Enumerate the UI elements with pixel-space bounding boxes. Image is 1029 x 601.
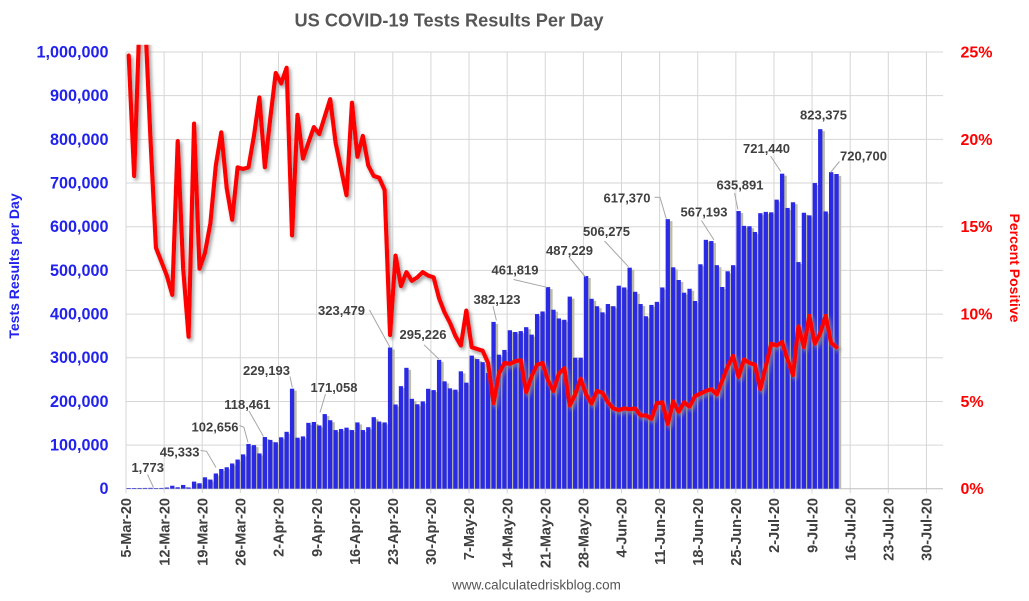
svg-text:25%: 25%	[961, 44, 993, 61]
svg-text:9-Jul-20: 9-Jul-20	[805, 498, 821, 553]
svg-text:1,773: 1,773	[131, 460, 164, 475]
svg-text:567,193: 567,193	[681, 205, 728, 220]
svg-text:16-Apr-20: 16-Apr-20	[348, 498, 364, 565]
svg-text:0: 0	[99, 480, 108, 498]
svg-text:100,000: 100,000	[50, 437, 109, 455]
svg-text:5%: 5%	[961, 394, 984, 411]
svg-text:382,123: 382,123	[474, 292, 521, 307]
svg-text:295,226: 295,226	[400, 327, 447, 342]
svg-text:721,440: 721,440	[743, 141, 790, 156]
svg-text:323,479: 323,479	[318, 303, 365, 318]
svg-text:US COVID-19 Tests Results Per: US COVID-19 Tests Results Per Day	[295, 11, 605, 31]
svg-text:4-Jun-20: 4-Jun-20	[615, 498, 631, 558]
svg-text:500,000: 500,000	[50, 262, 109, 280]
svg-text:823,375: 823,375	[800, 108, 847, 123]
svg-text:14-May-20: 14-May-20	[500, 498, 516, 568]
svg-text:2-Apr-20: 2-Apr-20	[272, 498, 288, 557]
svg-text:18-Jun-20: 18-Jun-20	[691, 498, 707, 566]
svg-text:Percent Positive: Percent Positive	[1007, 214, 1023, 323]
svg-text:23-Apr-20: 23-Apr-20	[386, 498, 402, 565]
svg-text:200,000: 200,000	[50, 393, 109, 411]
svg-text:635,891: 635,891	[717, 178, 764, 193]
svg-text:617,370: 617,370	[604, 191, 651, 206]
svg-text:118,461: 118,461	[224, 397, 270, 412]
svg-text:2-Jul-20: 2-Jul-20	[767, 498, 783, 553]
svg-text:45,333: 45,333	[160, 445, 200, 460]
svg-text:28-May-20: 28-May-20	[577, 498, 593, 568]
svg-text:16-Jul-20: 16-Jul-20	[843, 498, 859, 561]
svg-text:400,000: 400,000	[50, 306, 109, 324]
svg-text:20%: 20%	[961, 132, 993, 149]
svg-text:30-Jul-20: 30-Jul-20	[920, 498, 936, 561]
svg-text:10%: 10%	[961, 307, 993, 324]
svg-text:1,000,000: 1,000,000	[36, 43, 108, 61]
svg-text:11-Jun-20: 11-Jun-20	[653, 498, 669, 565]
svg-text:720,700: 720,700	[840, 149, 887, 164]
svg-text:900,000: 900,000	[50, 87, 109, 105]
svg-text:25-Jun-20: 25-Jun-20	[729, 498, 745, 566]
svg-text:300,000: 300,000	[50, 349, 109, 367]
svg-text:700,000: 700,000	[50, 174, 109, 192]
svg-text:9-Apr-20: 9-Apr-20	[310, 498, 326, 557]
svg-text:7-May-20: 7-May-20	[462, 498, 478, 560]
svg-text:Tests Results per Day: Tests Results per Day	[6, 193, 22, 338]
svg-text:23-Jul-20: 23-Jul-20	[882, 498, 898, 561]
svg-text:487,229: 487,229	[546, 243, 593, 258]
svg-text:19-Mar-20: 19-Mar-20	[195, 498, 211, 566]
svg-text:www.calculatedriskblog.com: www.calculatedriskblog.com	[451, 578, 621, 593]
svg-text:800,000: 800,000	[50, 131, 109, 149]
svg-text:171,058: 171,058	[311, 380, 358, 395]
svg-text:15%: 15%	[961, 219, 993, 236]
svg-text:30-Apr-20: 30-Apr-20	[424, 498, 440, 565]
svg-text:5-Mar-20: 5-Mar-20	[119, 498, 135, 558]
svg-text:229,193: 229,193	[243, 363, 290, 378]
svg-text:102,656: 102,656	[192, 420, 239, 435]
svg-text:600,000: 600,000	[50, 218, 109, 236]
svg-text:0%: 0%	[961, 481, 984, 498]
svg-text:506,275: 506,275	[583, 224, 630, 239]
svg-text:21-May-20: 21-May-20	[538, 498, 554, 568]
svg-text:12-Mar-20: 12-Mar-20	[157, 498, 173, 566]
svg-text:26-Mar-20: 26-Mar-20	[234, 498, 250, 566]
svg-text:461,819: 461,819	[492, 263, 539, 278]
